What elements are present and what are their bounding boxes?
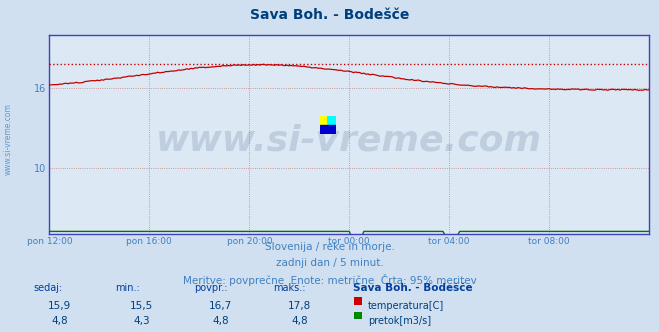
Text: 4,8: 4,8 [291, 316, 308, 326]
Bar [320, 116, 328, 125]
Text: www.si-vreme.com: www.si-vreme.com [4, 104, 13, 175]
Text: www.si-vreme.com: www.si-vreme.com [156, 124, 542, 157]
Text: 17,8: 17,8 [288, 301, 312, 311]
Polygon shape [320, 116, 328, 125]
Text: 4,3: 4,3 [133, 316, 150, 326]
Polygon shape [320, 125, 336, 134]
Text: Meritve: povprečne  Enote: metrične  Črta: 95% meritev: Meritve: povprečne Enote: metrične Črta:… [183, 274, 476, 286]
Text: maks.:: maks.: [273, 283, 306, 293]
Text: povpr.:: povpr.: [194, 283, 228, 293]
Text: Sava Boh. - Bodešče: Sava Boh. - Bodešče [250, 8, 409, 22]
Bar [320, 125, 336, 134]
Text: Slovenija / reke in morje.: Slovenija / reke in morje. [264, 242, 395, 252]
Text: Sava Boh. - Bodešče: Sava Boh. - Bodešče [353, 283, 473, 293]
Polygon shape [328, 116, 336, 125]
Text: 15,9: 15,9 [47, 301, 71, 311]
Text: 16,7: 16,7 [209, 301, 233, 311]
Polygon shape [328, 116, 336, 125]
Text: pretok[m3/s]: pretok[m3/s] [368, 316, 431, 326]
Text: 4,8: 4,8 [51, 316, 68, 326]
Text: zadnji dan / 5 minut.: zadnji dan / 5 minut. [275, 258, 384, 268]
Polygon shape [328, 116, 336, 125]
Text: min.:: min.: [115, 283, 140, 293]
Text: 4,8: 4,8 [212, 316, 229, 326]
Text: temperatura[C]: temperatura[C] [368, 301, 444, 311]
Text: 15,5: 15,5 [130, 301, 154, 311]
Text: sedaj:: sedaj: [33, 283, 62, 293]
